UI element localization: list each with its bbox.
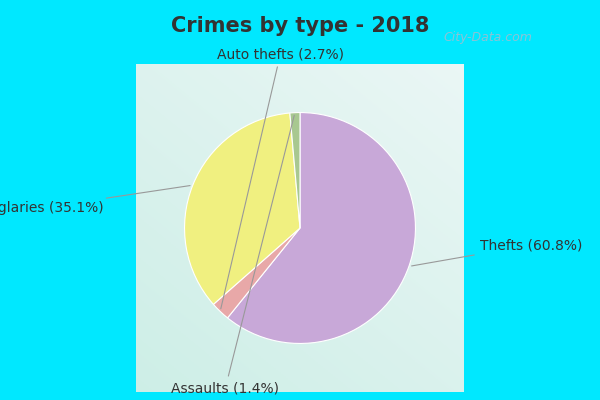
Wedge shape: [290, 112, 300, 228]
Text: Crimes by type - 2018: Crimes by type - 2018: [171, 16, 429, 36]
Wedge shape: [185, 113, 300, 304]
Text: City-Data.com: City-Data.com: [443, 31, 532, 44]
Wedge shape: [214, 228, 300, 318]
Text: Auto thefts (2.7%): Auto thefts (2.7%): [217, 47, 344, 309]
Wedge shape: [227, 112, 415, 344]
Text: Thefts (60.8%): Thefts (60.8%): [412, 238, 582, 266]
Text: Assaults (1.4%): Assaults (1.4%): [171, 115, 294, 396]
Text: Burglaries (35.1%): Burglaries (35.1%): [0, 186, 190, 215]
